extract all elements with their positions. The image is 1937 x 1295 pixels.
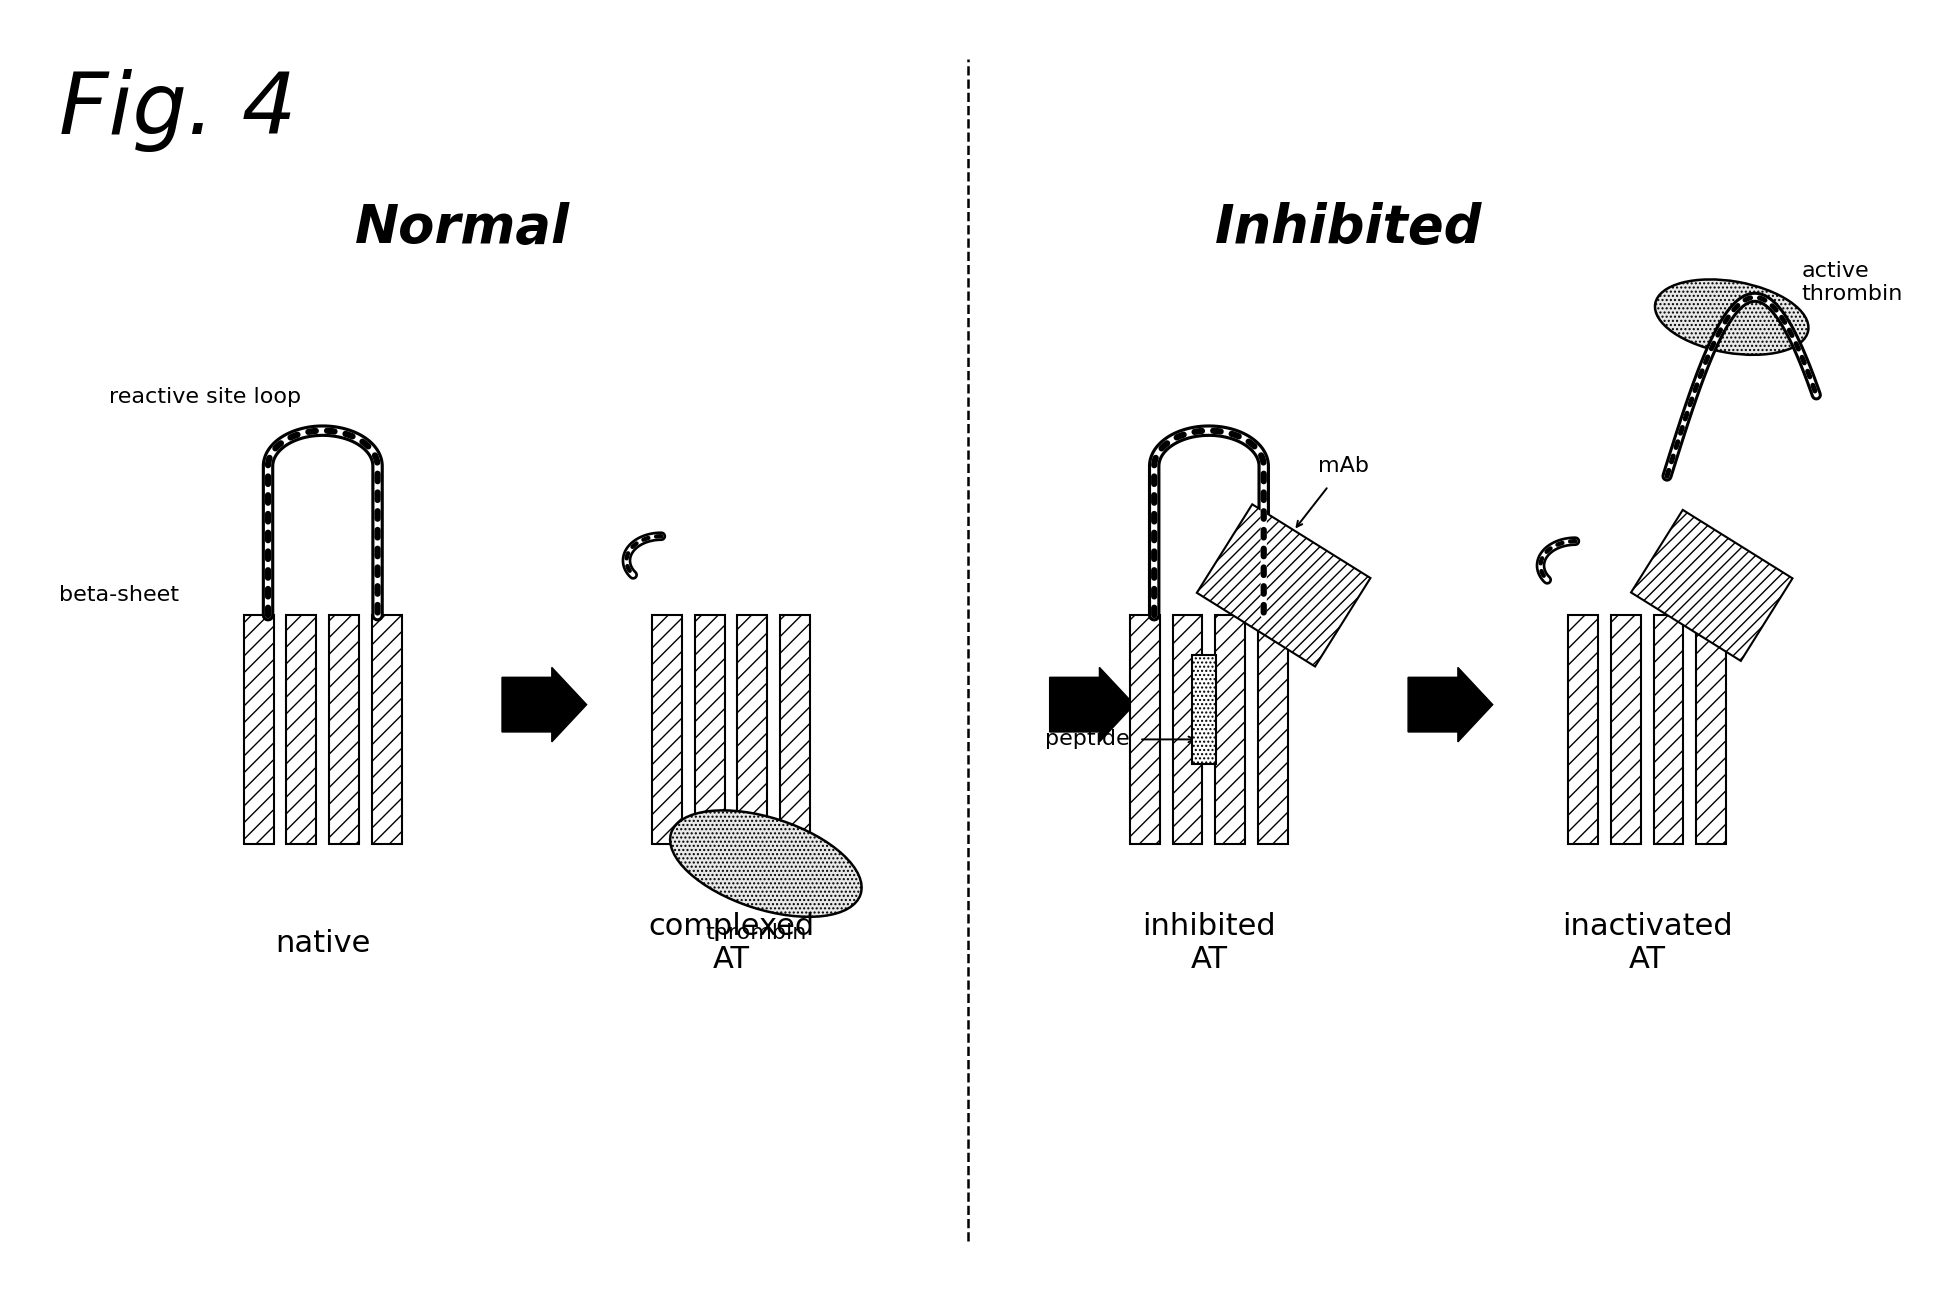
Text: active
thrombin: active thrombin <box>1801 260 1902 304</box>
Bar <box>1612 615 1641 844</box>
Bar <box>372 615 403 844</box>
FancyArrow shape <box>1050 667 1135 742</box>
Text: Inhibited: Inhibited <box>1214 202 1482 254</box>
Text: beta-sheet: beta-sheet <box>58 585 178 605</box>
Bar <box>1214 615 1245 844</box>
Bar <box>738 615 767 844</box>
Text: Fig. 4: Fig. 4 <box>58 69 296 152</box>
Ellipse shape <box>1654 280 1809 355</box>
Bar <box>1191 655 1216 764</box>
Bar <box>653 615 682 844</box>
Bar <box>1172 615 1203 844</box>
Bar <box>329 615 358 844</box>
Text: peptide: peptide <box>1044 729 1129 750</box>
Bar <box>781 615 810 844</box>
Text: reactive site loop: reactive site loop <box>108 387 300 407</box>
Bar <box>1654 615 1683 844</box>
Bar <box>1567 615 1598 844</box>
Bar <box>695 615 724 844</box>
Bar <box>1259 615 1288 844</box>
Text: Normal: Normal <box>354 202 569 254</box>
Ellipse shape <box>670 811 862 917</box>
Polygon shape <box>1631 510 1792 660</box>
Text: complexed
AT: complexed AT <box>649 912 814 974</box>
Text: inactivated
AT: inactivated AT <box>1561 912 1732 974</box>
Bar <box>244 615 273 844</box>
Bar <box>1129 615 1160 844</box>
Text: thrombin: thrombin <box>705 923 806 943</box>
Text: native: native <box>275 929 370 957</box>
Text: mAb: mAb <box>1317 456 1369 477</box>
FancyArrow shape <box>502 667 587 742</box>
FancyArrow shape <box>1408 667 1493 742</box>
Text: inhibited
AT: inhibited AT <box>1143 912 1276 974</box>
Bar <box>1697 615 1726 844</box>
Polygon shape <box>1197 504 1371 667</box>
Bar <box>287 615 316 844</box>
